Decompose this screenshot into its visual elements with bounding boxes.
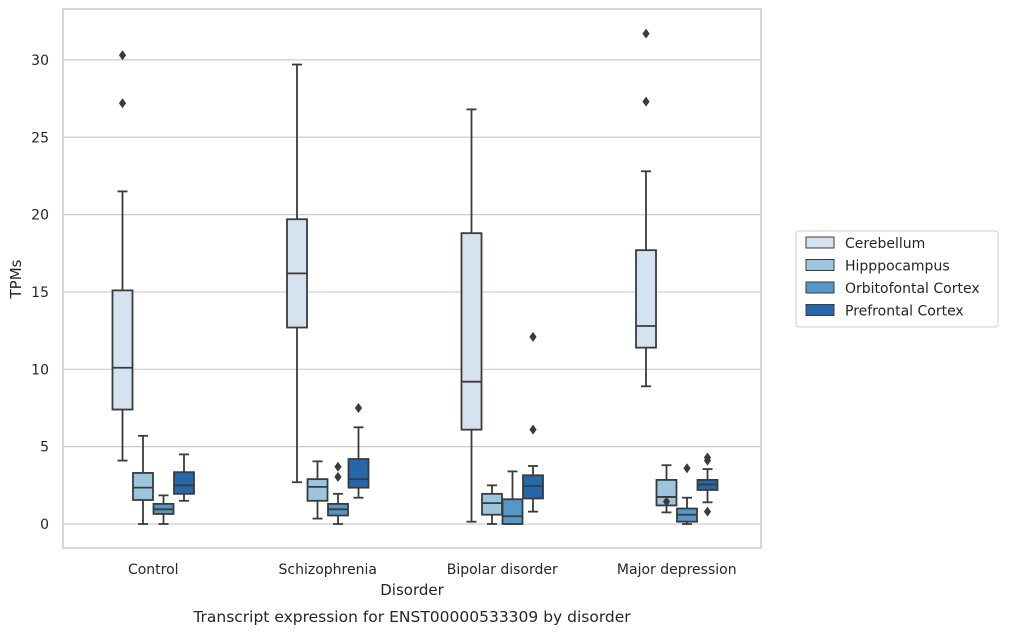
- box-group: [635, 28, 657, 388]
- outlier-point: [662, 496, 671, 507]
- box-group: [460, 108, 483, 523]
- x-tick-label: Schizophrenia: [279, 562, 377, 578]
- legend-swatch: [805, 281, 835, 294]
- x-tick-label: Bipolar disorder: [447, 562, 558, 578]
- outlier-point: [354, 402, 363, 413]
- box-group: [111, 50, 134, 462]
- outlier-point: [118, 98, 127, 109]
- box: [460, 232, 483, 431]
- chart-caption: Transcript expression for ENST0000053330…: [192, 608, 631, 626]
- legend-label: Cerebellum: [845, 236, 925, 252]
- legend-swatch: [805, 236, 835, 249]
- x-axis-ticks: Control Schizophrenia Bipolar disorder Majo…: [128, 562, 737, 578]
- legend-label: Hipppocampus: [845, 259, 950, 275]
- box-group: [132, 434, 154, 525]
- y-tick-label: 20: [31, 208, 49, 224]
- box-group: [152, 494, 175, 525]
- outlier-point: [334, 461, 342, 472]
- box: [501, 498, 524, 525]
- legend-label: Orbitofontal Cortex: [845, 281, 980, 297]
- box: [635, 249, 657, 349]
- y-axis-ticks: 0 5 10 15 20 25 30: [31, 53, 49, 533]
- box-group: [655, 464, 678, 514]
- box: [173, 471, 195, 495]
- outlier-point: [529, 424, 537, 435]
- box-group: [481, 484, 503, 525]
- legend-items: Cerebellum Hipppocampus Orbitofontal Corte…: [805, 236, 980, 320]
- y-tick-label: 0: [40, 517, 49, 533]
- box: [132, 472, 154, 501]
- legend: Cerebellum Hipppocampus Orbitofontal Corte…: [795, 230, 999, 328]
- box-group: [676, 463, 698, 525]
- box: [347, 458, 370, 489]
- gridlines: [63, 59, 761, 525]
- y-tick-label: 5: [40, 440, 49, 456]
- box: [111, 289, 134, 411]
- x-tick-label: Control: [128, 562, 179, 578]
- x-tick-label: Major depression: [617, 562, 737, 578]
- box: [306, 478, 329, 502]
- box-group: [347, 402, 370, 499]
- outlier-point: [683, 463, 691, 474]
- legend-swatch: [805, 304, 835, 316]
- outlier-point: [642, 28, 650, 39]
- box-group: [696, 452, 719, 517]
- outlier-point: [118, 50, 127, 61]
- box-group: [522, 331, 544, 513]
- plot-area-frame: [62, 8, 762, 549]
- legend-swatch: [805, 259, 835, 271]
- outlier-point: [703, 452, 712, 463]
- outlier-point: [642, 96, 650, 107]
- box-group: [286, 63, 308, 484]
- y-tick-label: 15: [31, 285, 49, 301]
- x-axis-label: Disorder: [380, 581, 444, 599]
- box-group: [501, 470, 524, 525]
- legend-frame: [795, 230, 999, 328]
- boxes: [111, 28, 719, 525]
- y-tick-label: 30: [31, 53, 49, 69]
- box-group: [306, 460, 329, 520]
- outlier-point: [703, 506, 712, 517]
- outlier-point: [529, 331, 537, 342]
- box-group: [173, 453, 195, 502]
- y-axis-label: TPMs: [7, 259, 25, 299]
- outlier-point: [334, 471, 342, 482]
- y-tick-label: 25: [31, 130, 49, 146]
- box-group: [327, 461, 349, 525]
- box: [481, 492, 503, 516]
- y-tick-label: 10: [31, 362, 49, 378]
- legend-label: Prefrontal Cortex: [845, 304, 964, 320]
